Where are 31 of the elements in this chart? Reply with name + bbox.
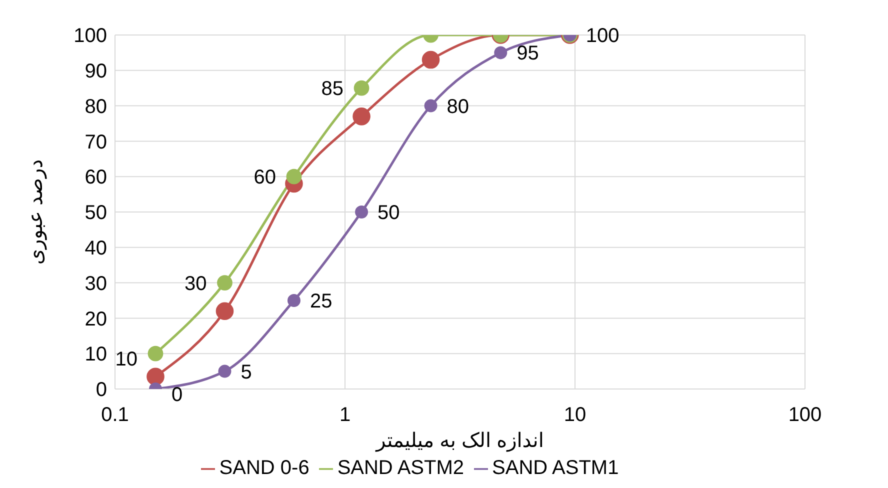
- x-tick-label: 10: [564, 404, 586, 426]
- data-label: 80: [446, 96, 470, 118]
- data-label: 100: [586, 25, 620, 47]
- y-tick-label: 50: [84, 202, 107, 224]
- y-tick-label: 80: [84, 96, 107, 118]
- y-tick-label: 90: [84, 60, 107, 82]
- data-label: 60: [254, 166, 276, 189]
- data-label: 30: [184, 272, 207, 295]
- legend-label: SAND ASTM1: [492, 457, 619, 479]
- data-label: 0: [172, 384, 183, 406]
- y-tick-label: 20: [84, 308, 107, 330]
- y-axis-title: درصد عبوری: [25, 159, 48, 265]
- x-tick-label: 1: [339, 404, 351, 426]
- legend-label: SAND ASTM2: [337, 457, 464, 479]
- y-tick-label: 30: [84, 272, 107, 295]
- legend-label: SAND 0-6: [219, 457, 310, 479]
- data-label: 85: [321, 78, 344, 100]
- x-tick-label: 0.1: [101, 404, 129, 426]
- y-tick-label: 60: [84, 166, 107, 189]
- y-tick-label: 70: [84, 131, 107, 154]
- data-label: 5: [240, 361, 252, 384]
- x-axis-title: اندازه الک به میلیمتر: [375, 430, 544, 452]
- y-tick-label: 0: [96, 379, 107, 402]
- y-tick-label: 10: [84, 344, 107, 366]
- data-label: 25: [310, 290, 332, 312]
- data-label: 50: [378, 202, 400, 224]
- y-tick-label: 40: [84, 238, 107, 260]
- y-tick-label: 100: [74, 25, 107, 48]
- x-tick-label: 100: [788, 404, 822, 426]
- data-label: 10: [115, 348, 138, 371]
- data-label: 95: [516, 42, 539, 65]
